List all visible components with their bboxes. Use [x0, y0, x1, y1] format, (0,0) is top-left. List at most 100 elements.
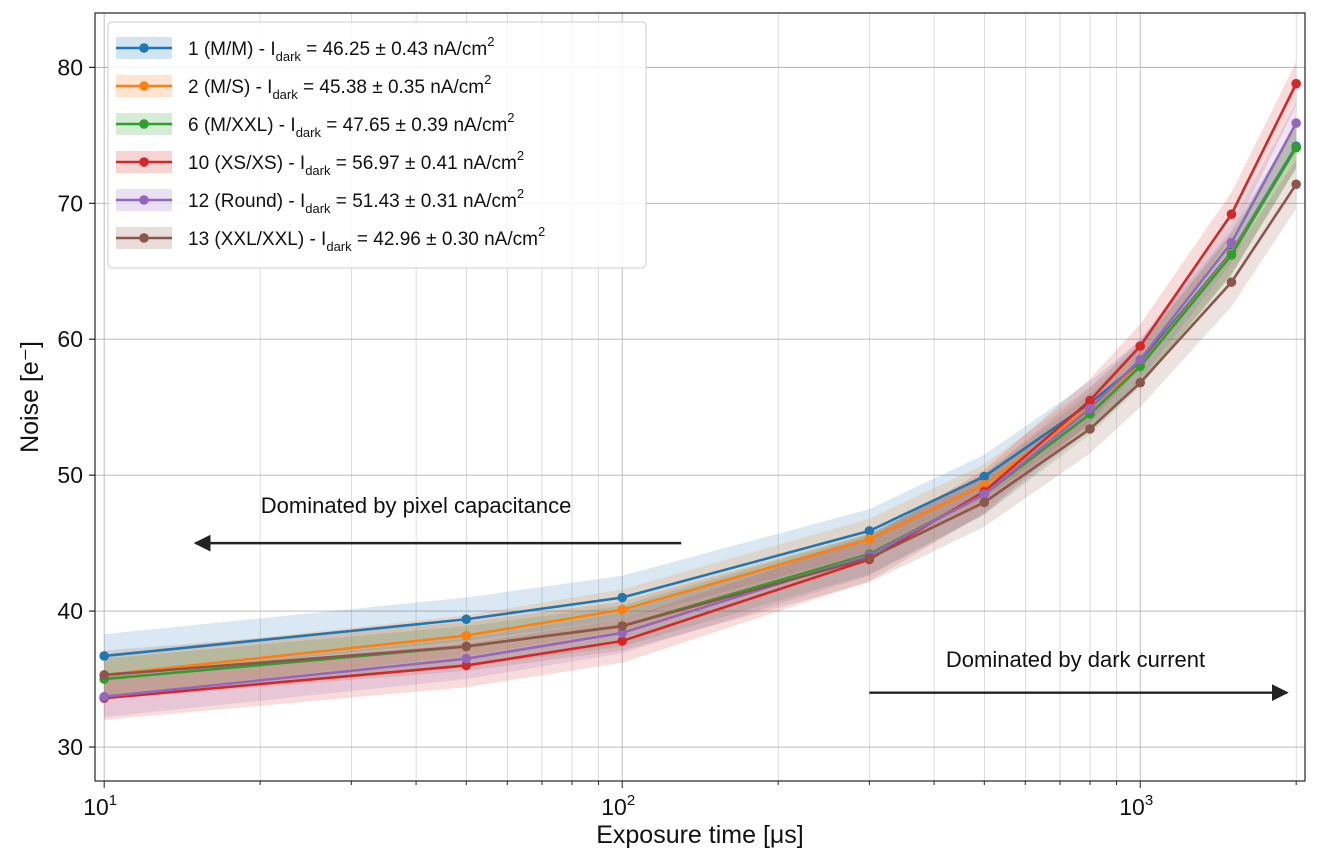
- data-point-series-1: [979, 471, 990, 482]
- y-tick-label: 60: [57, 326, 83, 352]
- legend-sub: dark: [305, 201, 331, 216]
- axis-ticks: 30 40 50 60 70 80 101 102 103: [57, 54, 1297, 820]
- data-point-series-6: [99, 670, 109, 680]
- data-point-series-1: [461, 614, 472, 625]
- data-point-series-5: [1135, 354, 1146, 365]
- data-point-series-4: [617, 636, 628, 646]
- y-tick-label: 30: [57, 734, 83, 760]
- legend-sup: 2: [538, 224, 545, 239]
- data-point-series-6: [1291, 179, 1301, 190]
- data-point-series-5: [1291, 118, 1301, 128]
- legend-name: 6 (M/XXL) - I: [188, 115, 296, 136]
- data-point-series-5: [617, 628, 628, 638]
- legend-sub: dark: [326, 239, 352, 254]
- legend-sup: 2: [517, 186, 524, 201]
- data-point-series-2: [461, 630, 472, 641]
- error-band-series-1: [104, 124, 1297, 678]
- legend-marker: [139, 119, 149, 129]
- data-point-series-6: [864, 553, 875, 563]
- legend-marker: [139, 233, 149, 243]
- error-band-series-2: [104, 127, 1297, 696]
- legend-sup: 2: [487, 34, 494, 49]
- data-point-series-4: [1085, 395, 1095, 406]
- data-point-series-6: [1226, 277, 1237, 287]
- data-point-series-2: [979, 479, 990, 490]
- annotation-text: Dominated by pixel capacitance: [261, 493, 572, 518]
- data-point-series-1: [99, 651, 109, 661]
- y-tick-label: 70: [57, 190, 83, 216]
- y-tick-label: 40: [57, 598, 83, 624]
- legend-entry-5: 12 (Round) - Idark = 51.43 ± 0.31 nA/cm2: [188, 186, 524, 216]
- legend-sub: dark: [305, 163, 331, 178]
- legend-marker: [139, 43, 149, 53]
- data-point-series-3: [1226, 250, 1237, 260]
- legend-mid: =: [321, 115, 343, 136]
- legend-entry-1: 1 (M/M) - Idark = 46.25 ± 0.43 nA/cm2: [188, 34, 494, 64]
- legend-pm: ±: [367, 77, 388, 98]
- legend-mid: =: [301, 39, 323, 60]
- legend-sup: 2: [484, 72, 491, 87]
- series-lines: [99, 78, 1301, 703]
- data-point-series-5: [1085, 403, 1095, 414]
- legend-name: 1 (M/M) - I: [188, 39, 276, 60]
- legend-entry-3: 6 (M/XXL) - Idark = 47.65 ± 0.39 nA/cm2: [188, 110, 515, 140]
- data-point-series-3: [1291, 142, 1301, 153]
- legend-err: 0.41: [421, 153, 458, 174]
- error-band-series-5: [104, 102, 1297, 718]
- data-point-series-6: [1135, 377, 1146, 388]
- data-point-series-6: [1085, 424, 1095, 434]
- legend-sup: 2: [507, 110, 514, 125]
- data-point-series-2: [617, 604, 628, 615]
- legend-name: 10 (XS/XS) - I: [188, 153, 305, 174]
- legend-entry-4: 10 (XS/XS) - Idark = 56.97 ± 0.41 nA/cm2: [188, 148, 524, 178]
- data-point-series-5: [979, 489, 990, 499]
- legend-marker: [139, 157, 149, 167]
- legend-err: 0.30: [442, 229, 479, 250]
- y-tick-label: 80: [57, 54, 83, 80]
- data-point-series-1: [617, 592, 628, 603]
- legend-unit: nA/cm: [425, 77, 484, 98]
- legend-value: 46.25: [323, 39, 371, 60]
- data-point-series-5: [1226, 237, 1237, 248]
- legend-pm: ±: [370, 39, 391, 60]
- annotations: Dominated by pixel capacitance Dominated …: [193, 493, 1289, 702]
- legend-marker: [139, 81, 149, 91]
- legend-pm: ±: [390, 115, 411, 136]
- data-point-series-4: [461, 660, 472, 671]
- legend-name: 12 (Round) - I: [188, 191, 305, 212]
- data-point-series-6: [979, 497, 990, 508]
- data-point-series-5: [99, 691, 109, 702]
- data-point-series-4: [1135, 341, 1146, 351]
- legend-err: 0.35: [388, 77, 425, 98]
- legend-err: 0.43: [391, 39, 428, 60]
- y-tick-label: 50: [57, 462, 83, 488]
- legend-box: [107, 21, 647, 269]
- legend-pm: ±: [421, 229, 442, 250]
- legend-unit: nA/cm: [428, 39, 487, 60]
- legend-unit: nA/cm: [448, 115, 507, 136]
- data-point-series-6: [617, 621, 628, 631]
- legend-err: 0.39: [411, 115, 448, 136]
- data-point-series-1: [864, 526, 875, 536]
- legend-sub: dark: [296, 125, 322, 140]
- data-point-series-2: [864, 534, 875, 544]
- legend-unit: nA/cm: [458, 153, 517, 174]
- data-point-series-5: [461, 653, 472, 664]
- annotation-text: Dominated by dark current: [946, 647, 1205, 672]
- legend-marker: [139, 195, 149, 205]
- legend-mid: =: [298, 77, 320, 98]
- plot-frame: [94, 12, 1306, 782]
- legend-value: 51.43: [352, 191, 400, 212]
- legend-unit: nA/cm: [458, 191, 517, 212]
- legend-pm: ±: [400, 191, 421, 212]
- legend-name: 13 (XXL/XXL) - I: [188, 229, 326, 250]
- x-tick-label: 102: [601, 792, 635, 820]
- data-point-series-3: [1135, 361, 1146, 372]
- legend-mid: =: [352, 229, 374, 250]
- legend-unit: nA/cm: [479, 229, 538, 250]
- legend-sub: dark: [276, 49, 302, 64]
- data-point-series-6: [461, 641, 472, 652]
- legend-value: 45.38: [319, 77, 367, 98]
